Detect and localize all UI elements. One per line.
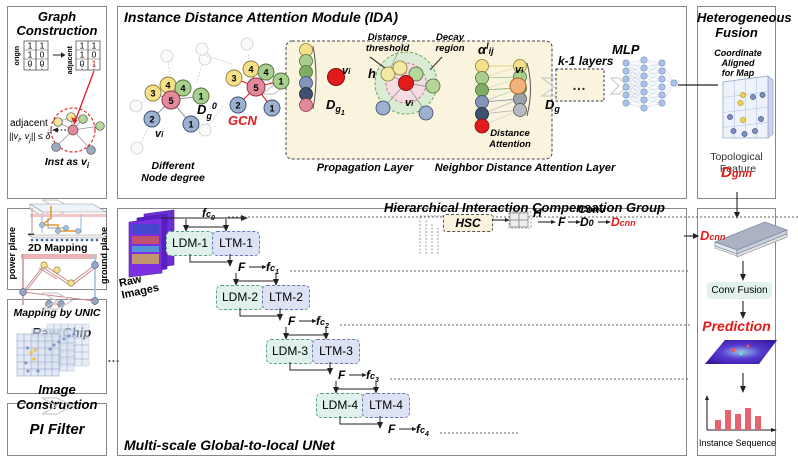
svg-text:⋮: ⋮ [39, 64, 46, 71]
svg-text:⋮: ⋮ [79, 64, 86, 71]
svg-text:⋮: ⋮ [91, 64, 98, 71]
svg-text:⋮: ⋮ [27, 64, 34, 71]
